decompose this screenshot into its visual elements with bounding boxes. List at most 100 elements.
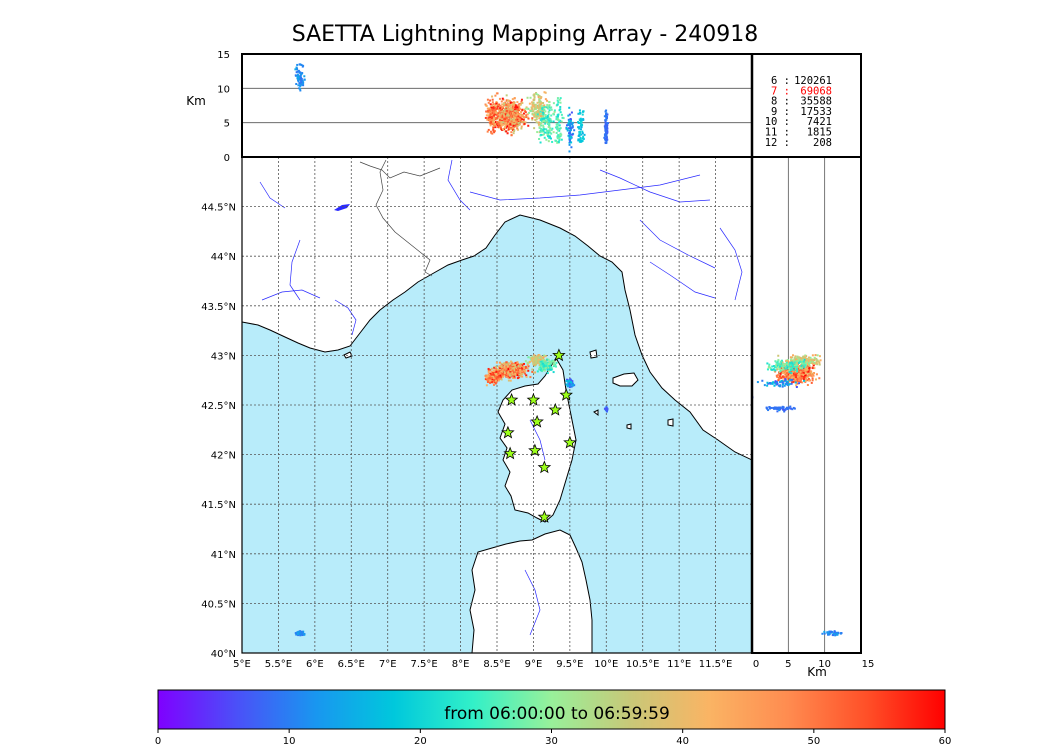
lightning-source bbox=[777, 379, 780, 382]
lightning-source bbox=[786, 362, 789, 365]
lightning-source bbox=[776, 362, 779, 365]
lightning-source bbox=[506, 125, 509, 128]
lightning-source bbox=[494, 369, 497, 372]
lightning-source bbox=[509, 116, 512, 119]
lightning-source bbox=[833, 631, 836, 634]
lightning-source bbox=[536, 109, 539, 112]
lightning-source bbox=[559, 134, 562, 137]
lightning-source bbox=[503, 102, 506, 105]
lightning-source bbox=[500, 370, 503, 373]
lightning-source bbox=[486, 118, 489, 121]
lightning-source bbox=[509, 370, 512, 373]
lightning-source bbox=[774, 369, 777, 372]
lightning-source bbox=[555, 361, 558, 364]
lightning-source bbox=[506, 114, 509, 117]
lightning-source bbox=[548, 129, 551, 132]
lightning-source bbox=[785, 378, 788, 381]
lightning-source bbox=[513, 376, 516, 379]
lightning-source bbox=[299, 84, 302, 87]
lightning-source bbox=[535, 92, 538, 95]
lightning-source bbox=[494, 371, 497, 374]
lightning-source bbox=[527, 369, 530, 372]
lightning-source bbox=[785, 370, 788, 373]
lightning-source bbox=[501, 128, 504, 131]
lightning-source bbox=[766, 407, 769, 410]
lightning-source bbox=[531, 105, 534, 108]
lightning-source bbox=[488, 373, 491, 376]
lightning-source bbox=[790, 367, 793, 370]
lightning-source bbox=[774, 406, 777, 409]
lightning-source bbox=[776, 410, 779, 413]
lightning-source bbox=[297, 631, 300, 634]
lightning-source bbox=[541, 362, 544, 365]
lightning-source bbox=[546, 116, 549, 119]
lightning-source bbox=[606, 115, 609, 118]
lightning-source bbox=[807, 360, 810, 363]
lightning-source bbox=[498, 110, 501, 113]
lightning-source bbox=[521, 109, 524, 112]
lightning-source bbox=[579, 128, 582, 131]
lightning-source bbox=[803, 378, 806, 381]
lightning-source bbox=[781, 381, 784, 384]
lightning-source bbox=[568, 124, 571, 127]
lightning-source bbox=[505, 103, 508, 106]
lightning-source bbox=[512, 124, 515, 127]
lightning-source bbox=[487, 371, 490, 374]
lightning-source bbox=[539, 97, 542, 100]
lightning-source bbox=[529, 96, 532, 99]
lightning-source bbox=[550, 360, 553, 363]
lightning-source bbox=[539, 105, 542, 108]
lightning-source bbox=[485, 376, 488, 379]
lightning-source bbox=[537, 115, 540, 118]
lightning-source bbox=[567, 122, 570, 125]
lightning-source bbox=[526, 116, 529, 119]
lightning-source bbox=[521, 118, 524, 121]
lightning-source bbox=[567, 118, 570, 121]
lightning-source bbox=[798, 374, 801, 377]
lightning-source bbox=[526, 96, 529, 99]
lightning-source bbox=[498, 120, 501, 123]
lightning-source bbox=[568, 138, 571, 141]
lightning-source bbox=[489, 381, 492, 384]
lightning-source bbox=[776, 375, 779, 378]
lon-tick-label: 6°E bbox=[306, 659, 324, 670]
lat-tick-label: 42°N bbox=[211, 451, 236, 462]
colorbar-tick-label: 10 bbox=[283, 736, 296, 747]
lightning-source bbox=[804, 356, 807, 359]
lightning-source bbox=[505, 366, 508, 369]
lightning-source bbox=[578, 118, 581, 121]
lightning-source bbox=[539, 141, 542, 144]
lightning-source bbox=[541, 360, 544, 363]
lightning-source bbox=[802, 369, 805, 372]
lightning-source bbox=[568, 131, 571, 134]
lightning-source bbox=[547, 363, 550, 366]
lightning-source bbox=[535, 118, 538, 121]
lightning-source bbox=[514, 361, 517, 364]
lightning-source bbox=[487, 114, 490, 117]
lightning-source bbox=[568, 379, 571, 382]
lightning-source bbox=[559, 101, 562, 104]
lightning-source bbox=[487, 101, 490, 104]
lightning-source bbox=[300, 78, 303, 81]
lightning-source bbox=[546, 131, 549, 134]
lightning-source bbox=[803, 358, 806, 361]
lightning-source bbox=[509, 110, 512, 113]
lightning-source bbox=[540, 370, 543, 373]
lightning-source bbox=[570, 111, 573, 114]
lightning-source bbox=[577, 139, 580, 142]
lightning-source bbox=[510, 108, 513, 111]
lightning-source bbox=[787, 360, 790, 363]
lightning-source bbox=[776, 360, 779, 363]
lightning-source bbox=[796, 370, 799, 373]
lightning-source bbox=[794, 378, 797, 381]
colorbar-tick-label: 40 bbox=[676, 736, 689, 747]
lightning-source bbox=[502, 110, 505, 113]
lightning-source bbox=[788, 375, 791, 378]
lightning-source bbox=[802, 376, 805, 379]
lightning-source bbox=[510, 370, 513, 373]
lightning-source bbox=[559, 105, 562, 108]
lightning-source bbox=[490, 103, 493, 106]
lightning-source bbox=[558, 135, 561, 138]
lightning-source bbox=[555, 131, 558, 134]
colorbar-tick-label: 50 bbox=[807, 736, 820, 747]
